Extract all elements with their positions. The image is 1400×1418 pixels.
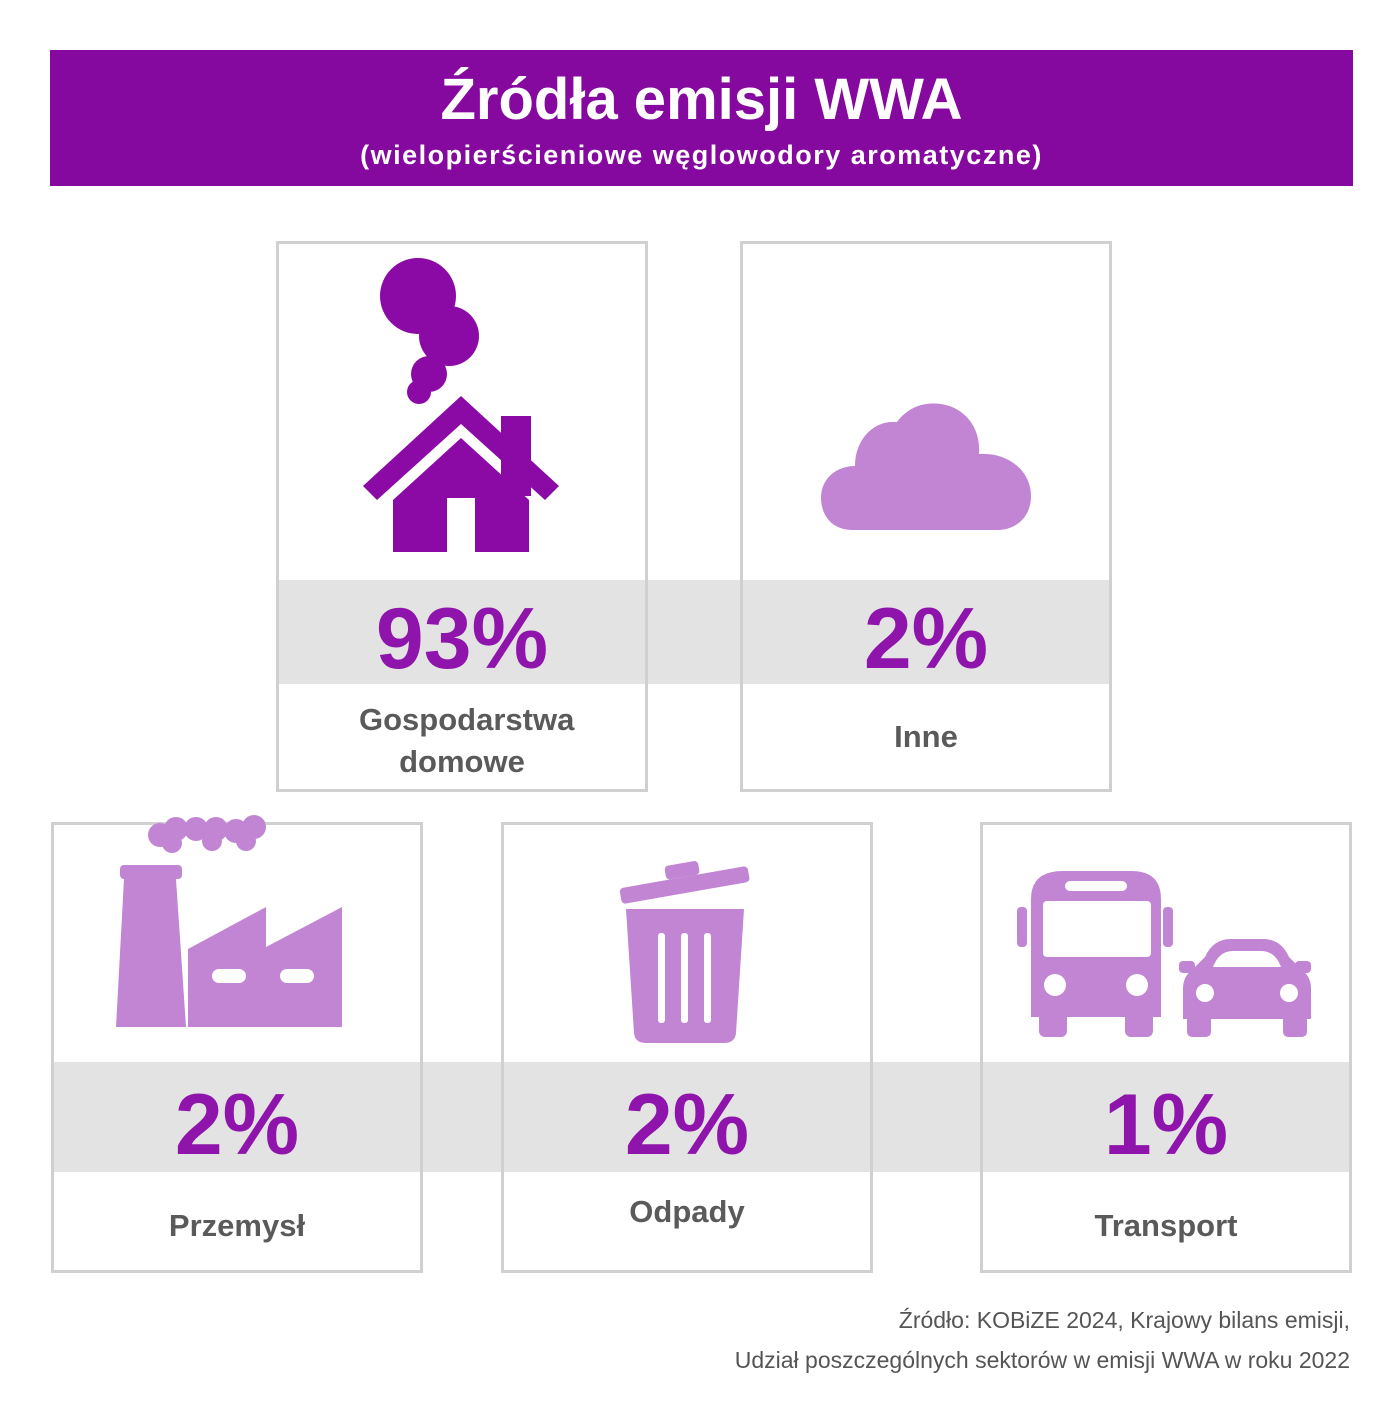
label-waste: Odpady [629,1194,745,1229]
card-industry: 2% Przemysł [51,815,423,1273]
percent-households: 93% [375,591,549,687]
page-title: Źródła emisji WWA [440,67,963,132]
house-with-chimney-smoke-icon [363,258,559,552]
bus-and-car-icon [1017,871,1311,1037]
source-line-1: Źródło: KOBiZE 2024, Krajowy bilans emis… [898,1307,1350,1333]
label-transport: Transport [1094,1208,1238,1243]
card-waste: 2% Odpady [501,822,873,1273]
factory-icon [116,815,342,1027]
label-industry: Przemysł [168,1208,306,1243]
source-note: Źródło: KOBiZE 2024, Krajowy bilans emis… [735,1300,1350,1380]
percent-band-top [278,580,1111,684]
percent-transport: 1% [1103,1077,1229,1173]
label-households: Gospodarstwa domowe [359,702,575,779]
page-subtitle: (wielopierścieniowe węglowodory aromatyc… [360,140,1043,170]
label-other: Inne [894,719,958,754]
cloud-icon [821,403,1031,530]
percent-band-bottom [53,1062,1350,1172]
title-banner: Źródła emisji WWA (wielopierścieniowe wę… [50,50,1353,186]
source-line-2: Udział poszczególnych sektorów w emisji … [734,1347,1350,1373]
card-households: 93% Gospodarstwa domowe [276,241,648,792]
card-transport: 1% Transport [980,822,1352,1273]
percent-other: 2% [863,591,989,687]
percent-industry: 2% [174,1077,300,1173]
percent-waste: 2% [624,1077,750,1173]
trash-can-icon [619,861,750,1043]
card-other: 2% Inne [740,241,1112,792]
